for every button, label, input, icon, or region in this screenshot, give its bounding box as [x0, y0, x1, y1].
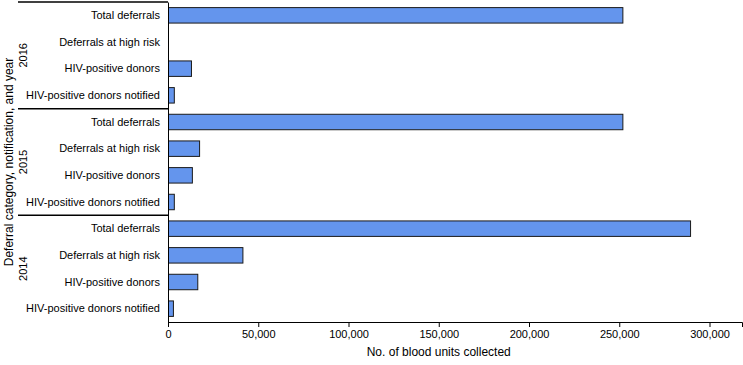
y-axis: Total deferrals Deferrals at high risk HIV… [26, 3, 168, 323]
x-tick-label: 200,000 [510, 328, 550, 340]
y-tick-label: HIV-positive donors notified [26, 196, 160, 208]
bar [168, 248, 243, 263]
y-tick: Deferrals at high risk [59, 142, 168, 154]
y-tick-label: Total deferrals [91, 9, 161, 21]
y-axis-title: Deferral category, notification, and yea… [2, 58, 16, 267]
bar [168, 141, 200, 156]
bars [168, 8, 691, 317]
group-label: 2015 [17, 150, 29, 174]
x-tick-mark [258, 322, 259, 327]
x-tick-label: 100,000 [329, 328, 369, 340]
x-tick: 200,000 [510, 322, 550, 340]
x-tick-label: 50,000 [242, 328, 276, 340]
x-tick-label: 300,000 [690, 328, 730, 340]
y-tick-label: Deferrals at high risk [59, 142, 160, 154]
x-axis-title: No. of blood units collected [367, 345, 511, 359]
plot: 0 50,000 100,000 150,000 200,000 250,000 300,0… [17, 2, 743, 340]
y-tick: HIV-positive donors notified [26, 196, 168, 208]
group-divider [18, 108, 168, 110]
bar [168, 168, 192, 183]
x-tick-mark [619, 322, 620, 327]
y-tick: HIV-positive donors [65, 169, 168, 181]
bar [168, 114, 623, 129]
x-tick: 50,000 [242, 322, 276, 340]
bar [168, 274, 198, 289]
y-tick-label: Deferrals at high risk [59, 36, 160, 48]
y-axis-line [168, 3, 169, 323]
y-tick: Deferrals at high risk [59, 249, 168, 261]
bar [168, 8, 623, 23]
y-tick: Deferrals at high risk [59, 36, 168, 48]
y-tick-label: Total deferrals [91, 222, 161, 234]
y-tick: Total deferrals [91, 9, 168, 21]
y-tick-label: HIV-positive donors notified [26, 302, 160, 314]
y-tick-label: HIV-positive donors [65, 169, 161, 181]
y-tick-label: Total deferrals [91, 116, 161, 128]
x-tick-label: 150,000 [419, 328, 459, 340]
group-divider [18, 1, 168, 3]
y-tick-label: HIV-positive donors [65, 62, 161, 74]
y-tick: Total deferrals [91, 222, 168, 234]
y-tick: HIV-positive donors [65, 62, 168, 74]
x-tick-mark [529, 322, 530, 327]
y-tick: HIV-positive donors notified [26, 302, 168, 314]
x-axis-line [169, 323, 743, 328]
y-tick-label: Deferrals at high risk [59, 249, 160, 261]
x-tick-mark [349, 322, 350, 327]
x-tick-label: 0 [165, 328, 171, 340]
y-tick-label: HIV-positive donors notified [26, 89, 160, 101]
y-tick: HIV-positive donors notified [26, 89, 168, 101]
bar [168, 221, 691, 236]
groups: 2016 2015 2014 [17, 2, 168, 281]
x-tick-mark [168, 322, 169, 327]
x-tick-label: 250,000 [600, 328, 640, 340]
x-tick-mark [710, 322, 711, 327]
x-tick: 150,000 [419, 322, 459, 340]
bar [168, 61, 191, 76]
x-axis: 0 50,000 100,000 150,000 200,000 250,000 300,0… [165, 322, 742, 340]
y-tick: Total deferrals [91, 116, 168, 128]
x-tick: 250,000 [600, 322, 640, 340]
group-divider [18, 215, 168, 217]
y-tick: HIV-positive donors [65, 276, 168, 288]
x-tick-mark [439, 322, 440, 327]
group-label: 2014 [17, 256, 29, 280]
x-tick: 300,000 [690, 322, 730, 340]
group-label: 2016 [17, 43, 29, 67]
x-tick: 0 [165, 322, 171, 340]
chart: 0 50,000 100,000 150,000 200,000 250,000 300,0… [0, 0, 743, 365]
x-tick: 100,000 [329, 322, 369, 340]
y-tick-label: HIV-positive donors [65, 276, 161, 288]
